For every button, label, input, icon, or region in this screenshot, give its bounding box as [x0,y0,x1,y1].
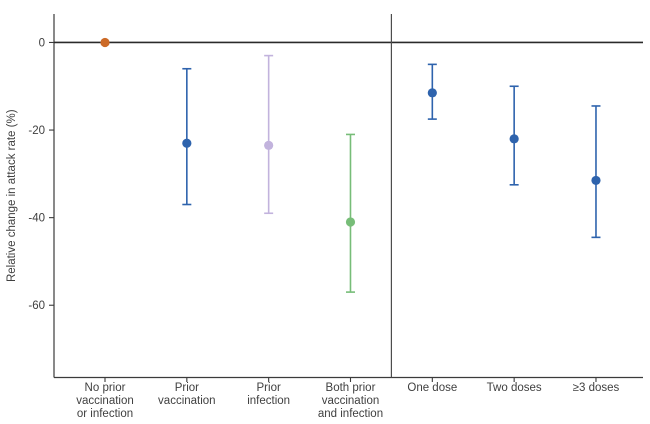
series-point-both-prior-vaccination-and-infection [345,133,356,293]
x-tick-label-one-dose: One dose [407,382,457,394]
series-point-no-prior-vaccination-or-infection [100,37,110,48]
x-tick-label-three-plus-doses: ≥3 doses [573,382,620,394]
y-axis-tick-label: -60 [28,300,45,312]
y-axis-label: Relative change in attack rate (%) [6,109,18,282]
y-axis-tick-label: -20 [28,125,45,137]
data-point-marker [100,37,110,48]
x-tick-label-both-prior-vaccination-and-infection: Both prior vaccination and infection [318,382,383,420]
data-point-marker [264,140,274,150]
series-point-prior-vaccination [182,67,192,206]
data-point-marker [509,134,519,144]
x-tick-label-no-prior-vaccination-or-infection: No prior vaccination or infection [76,382,134,420]
data-point-marker [427,88,437,98]
x-tick-label-prior-vaccination: Prior vaccination [158,382,216,407]
data-point-marker [345,217,356,227]
series-point-two-doses [509,85,519,186]
data-point-marker [182,138,192,148]
series-point-prior-infection [264,54,274,215]
series-point-three-plus-doses [591,105,601,239]
series-point-one-dose [427,63,437,120]
data-point-marker [591,175,601,186]
y-axis-tick-label: -40 [28,213,45,225]
y-axis-tick-label: 0 [39,37,45,49]
x-tick-label-two-doses: Two doses [487,382,542,394]
x-tick-label-prior-infection: Prior infection [247,382,290,407]
